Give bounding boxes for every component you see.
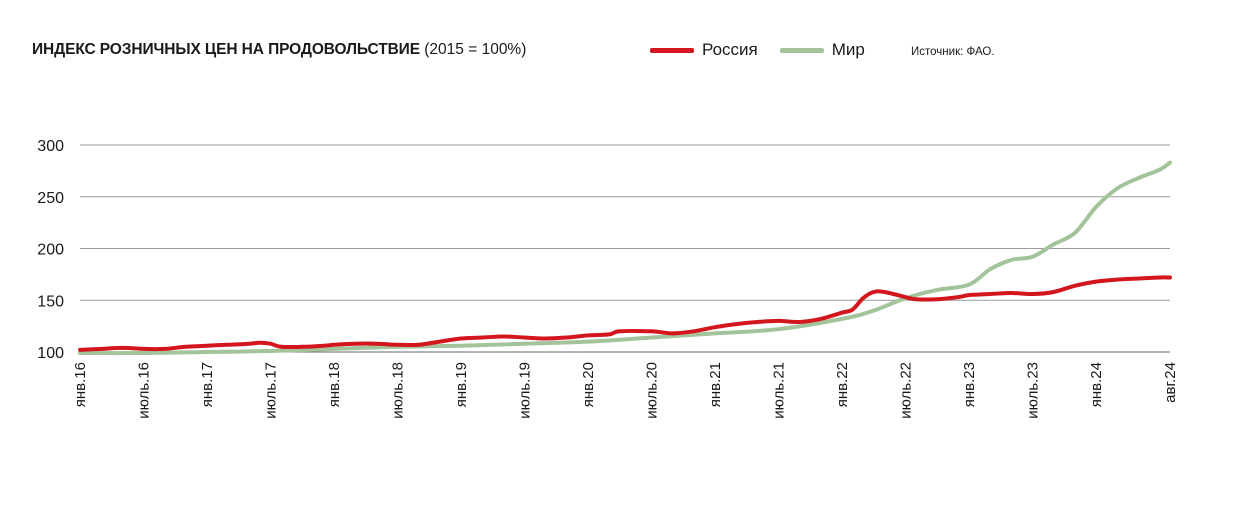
chart-title: ИНДЕКС РОЗНИЧНЫХ ЦЕН НА ПРОДОВОЛЬСТВИЕ (… [32, 41, 526, 59]
x-tick-label: янв.21 [707, 362, 724, 407]
y-tick-label: 150 [37, 293, 64, 310]
x-tick-label: июль.20 [643, 362, 660, 419]
x-tick-label: июль.19 [516, 362, 533, 419]
x-tick-label: янв.19 [453, 362, 470, 407]
series-line-world [78, 160, 1172, 356]
chart-title-main: ИНДЕКС РОЗНИЧНЫХ ЦЕН НА ПРОДОВОЛЬСТВИЕ [32, 41, 420, 58]
legend: Россия Мир [650, 40, 887, 60]
x-tick-label: июль.23 [1024, 362, 1041, 419]
x-tick-label: янв.23 [961, 362, 978, 407]
y-tick-label: 200 [37, 242, 64, 259]
legend-item-world: Мир [779, 40, 865, 60]
x-tick-label: июль.22 [897, 362, 914, 419]
x-tick-label: июль.18 [389, 362, 406, 419]
x-tick-label: янв.17 [199, 362, 216, 407]
legend-swatch-russia [650, 47, 694, 53]
x-tick-label: янв.24 [1088, 362, 1105, 407]
chart-title-unit: (2015 = 100%) [424, 41, 527, 58]
y-tick-label: 300 [37, 138, 64, 155]
x-tick-label: янв.18 [326, 362, 343, 407]
x-tick-label: июль.21 [770, 362, 787, 419]
y-tick-label: 250 [37, 190, 64, 207]
series-line-russia [78, 275, 1172, 352]
legend-item-russia: Россия [650, 40, 758, 60]
source-note: Источник: ФАО. [911, 46, 995, 58]
x-tick-label: июль.16 [135, 362, 152, 419]
legend-swatch-world [779, 47, 824, 53]
legend-label-world: Мир [831, 40, 865, 59]
x-tick-label: авг.24 [1162, 362, 1179, 403]
legend-label-russia: Россия [702, 40, 758, 59]
x-tick-label: янв.16 [72, 362, 89, 407]
y-tick-label: 100 [37, 345, 64, 362]
x-tick-label: янв.20 [580, 362, 597, 407]
x-tick-label: янв.22 [834, 362, 851, 407]
x-tick-label: июль.17 [262, 362, 279, 419]
